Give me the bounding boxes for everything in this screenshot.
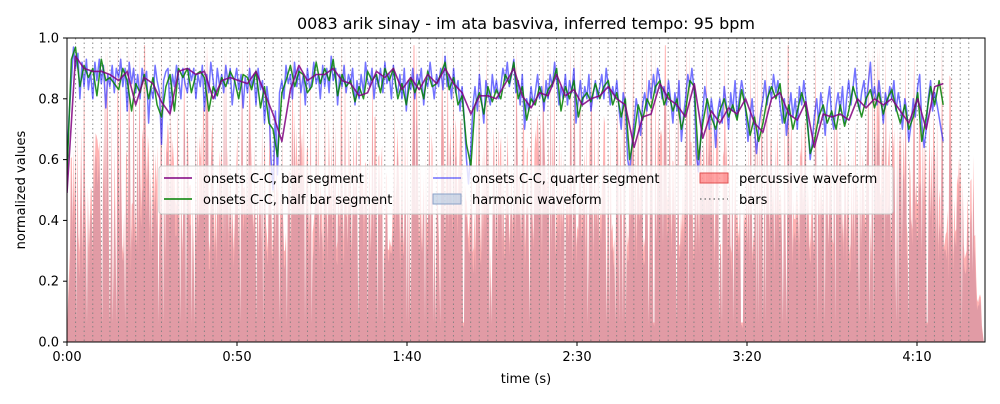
y-tick-label-3: 0.6 <box>38 153 59 168</box>
x-tick-label-4: 3:20 <box>732 350 761 365</box>
legend-label-percussive: percussive waveform <box>739 172 877 187</box>
y-axis-ticks: 0.0 0.2 0.4 0.6 0.8 1.0 <box>38 32 67 351</box>
series-bar-segment-line <box>67 55 944 194</box>
x-tick-label-2: 1:40 <box>392 350 421 365</box>
x-tick-label-3: 2:30 <box>562 350 591 365</box>
x-axis-ticks: 0:00 0:50 1:40 2:30 3:20 4:10 <box>52 342 932 365</box>
y-axis-label: normalized values <box>14 130 29 249</box>
x-tick-label-1: 0:50 <box>222 350 251 365</box>
legend-label-quarter-segment: onsets C-C, quarter segment <box>472 172 659 187</box>
y-tick-label-5: 1.0 <box>38 32 59 47</box>
x-tick-label-5: 4:10 <box>902 350 931 365</box>
legend-label-bars: bars <box>739 193 768 208</box>
y-tick-label-2: 0.4 <box>38 214 59 229</box>
series-lines <box>67 46 944 194</box>
legend-box <box>158 165 894 215</box>
legend-label-bar-segment: onsets C-C, bar segment <box>203 172 364 187</box>
series-half-bar-segment-line <box>67 46 944 175</box>
legend-label-half-bar-segment: onsets C-C, half bar segment <box>203 193 392 208</box>
y-tick-label-4: 0.8 <box>38 92 59 107</box>
harmonic-waveform <box>67 68 985 342</box>
x-tick-label-0: 0:00 <box>52 350 81 365</box>
legend-swatch-harmonic <box>432 193 462 205</box>
legend-swatch-percussive <box>699 172 729 184</box>
chart-title: 0083 arik sinay - im ata basviva, inferr… <box>297 14 755 33</box>
legend-label-harmonic: harmonic waveform <box>472 193 602 208</box>
legend: onsets C-C, bar segment onsets C-C, half… <box>158 165 894 215</box>
x-axis-label: time (s) <box>501 372 551 387</box>
axes-frame <box>66 37 986 343</box>
y-tick-label-1: 0.2 <box>38 275 59 290</box>
y-tick-label-0: 0.0 <box>38 336 59 351</box>
series-quarter-segment-line <box>67 46 944 191</box>
